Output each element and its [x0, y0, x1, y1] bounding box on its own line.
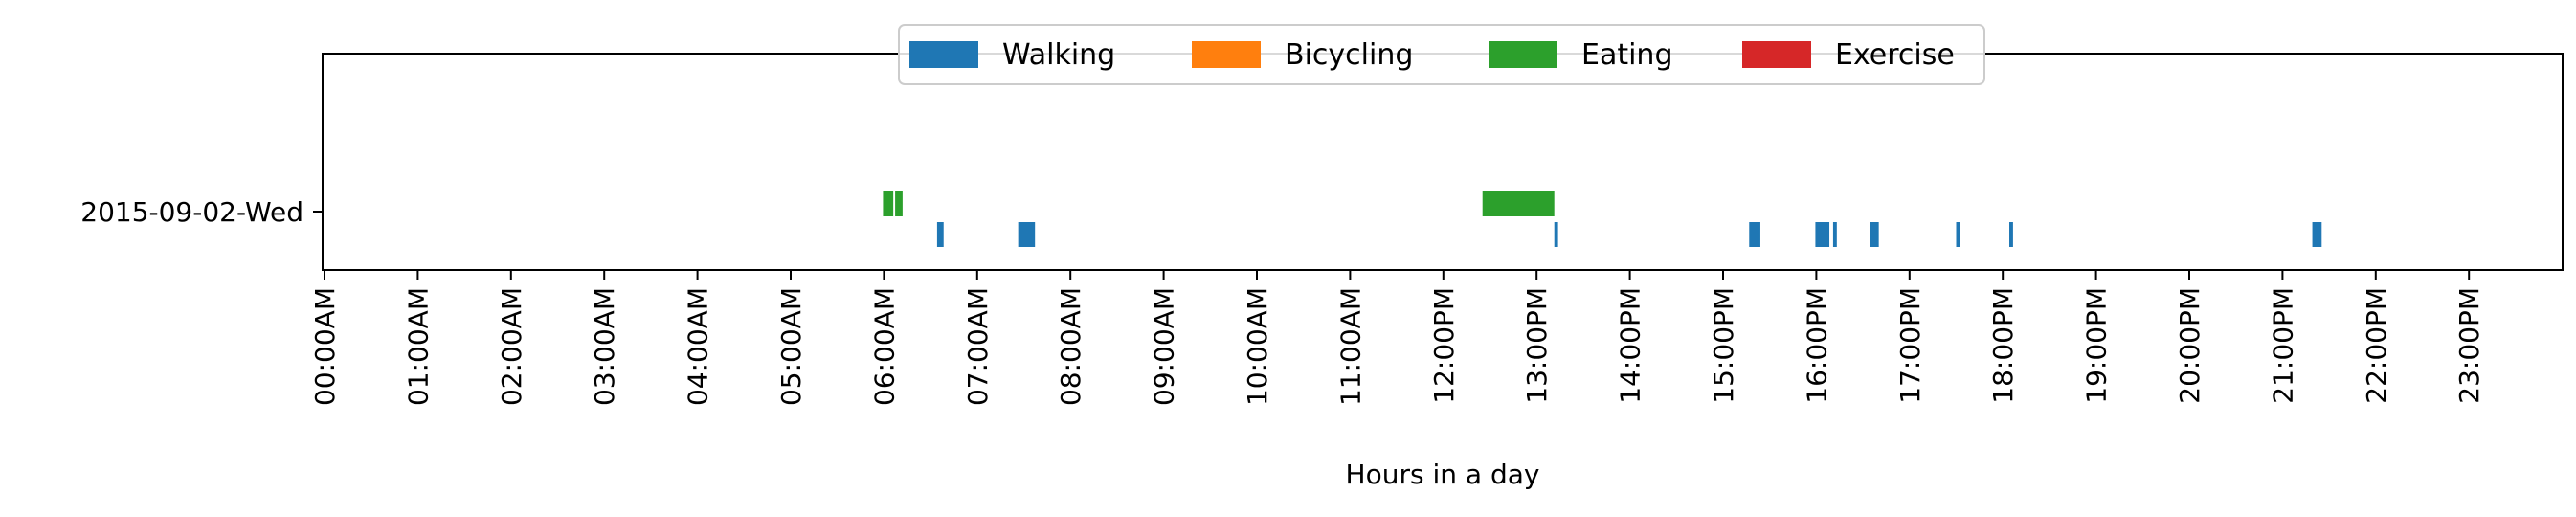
x-tick-label: 23:00PM — [2453, 287, 2485, 404]
x-tick-label: 19:00PM — [2081, 287, 2113, 404]
legend-box — [898, 24, 1985, 85]
y-tick-label: 2015-09-02-Wed — [80, 196, 303, 228]
walking-interval-bar — [1018, 222, 1036, 247]
eating-interval-bar — [1482, 191, 1555, 216]
x-tick-label: 13:00PM — [1521, 287, 1553, 404]
walking-interval-bar — [1870, 222, 1879, 247]
x-tick-label: 18:00PM — [1987, 287, 2019, 404]
x-tick-label: 22:00PM — [2361, 287, 2392, 404]
x-tick-label: 05:00AM — [775, 287, 807, 406]
x-tick-label: 09:00AM — [1149, 287, 1180, 406]
x-tick-label: 08:00AM — [1055, 287, 1086, 406]
x-axis-title: Hours in a day — [1346, 459, 1540, 490]
walking-interval-bar — [1815, 222, 1830, 247]
walking-legend-label: Walking — [1002, 38, 1115, 72]
x-tick-label: 02:00AM — [496, 287, 527, 406]
eating-legend-swatch — [1489, 41, 1557, 68]
x-tick-label: 01:00AM — [402, 287, 434, 406]
x-axis-ticks: 00:00AM 01:00AM 02:00AM 03:00AM 04:00AM 05:00… — [309, 270, 2485, 406]
y-axis-ticks: 2015-09-02-Wed — [80, 196, 323, 228]
exercise-legend-label: Exercise — [1835, 38, 1955, 72]
walking-interval-bar — [1832, 222, 1837, 247]
walking-interval-bar — [2312, 222, 2322, 247]
x-tick-label: 17:00PM — [1894, 287, 1926, 404]
bicycling-legend-label: Bicycling — [1285, 38, 1413, 72]
x-tick-label: 15:00PM — [1708, 287, 1739, 404]
legend: Walking Bicycling Eating Exercise — [898, 24, 1985, 85]
x-tick-label: 00:00AM — [309, 287, 341, 406]
walking-interval-bar — [1956, 222, 1960, 247]
walking-legend-swatch — [909, 41, 978, 68]
x-tick-label: 10:00AM — [1242, 287, 1273, 406]
x-tick-label: 07:00AM — [962, 287, 994, 406]
eating-interval-bar — [895, 191, 903, 216]
x-tick-label: 21:00PM — [2267, 287, 2298, 404]
x-tick-label: 03:00AM — [589, 287, 620, 406]
x-tick-label: 14:00PM — [1615, 287, 1646, 404]
plot-frame — [322, 53, 2564, 271]
activity-bars — [883, 191, 2322, 247]
x-tick-label: 06:00AM — [868, 287, 900, 406]
x-tick-label: 04:00AM — [683, 287, 714, 406]
walking-interval-bar — [936, 222, 944, 247]
x-tick-label: 16:00PM — [1801, 287, 1832, 404]
exercise-legend-swatch — [1742, 41, 1811, 68]
bicycling-legend-swatch — [1192, 41, 1261, 68]
eating-legend-label: Eating — [1581, 38, 1673, 72]
walking-interval-bar — [1554, 222, 1558, 247]
x-tick-label: 12:00PM — [1428, 287, 1460, 404]
walking-interval-bar — [2009, 222, 2013, 247]
walking-interval-bar — [1749, 222, 1760, 247]
eating-interval-bar — [883, 191, 894, 216]
x-tick-label: 20:00PM — [2174, 287, 2206, 404]
x-tick-label: 11:00AM — [1334, 287, 1366, 406]
